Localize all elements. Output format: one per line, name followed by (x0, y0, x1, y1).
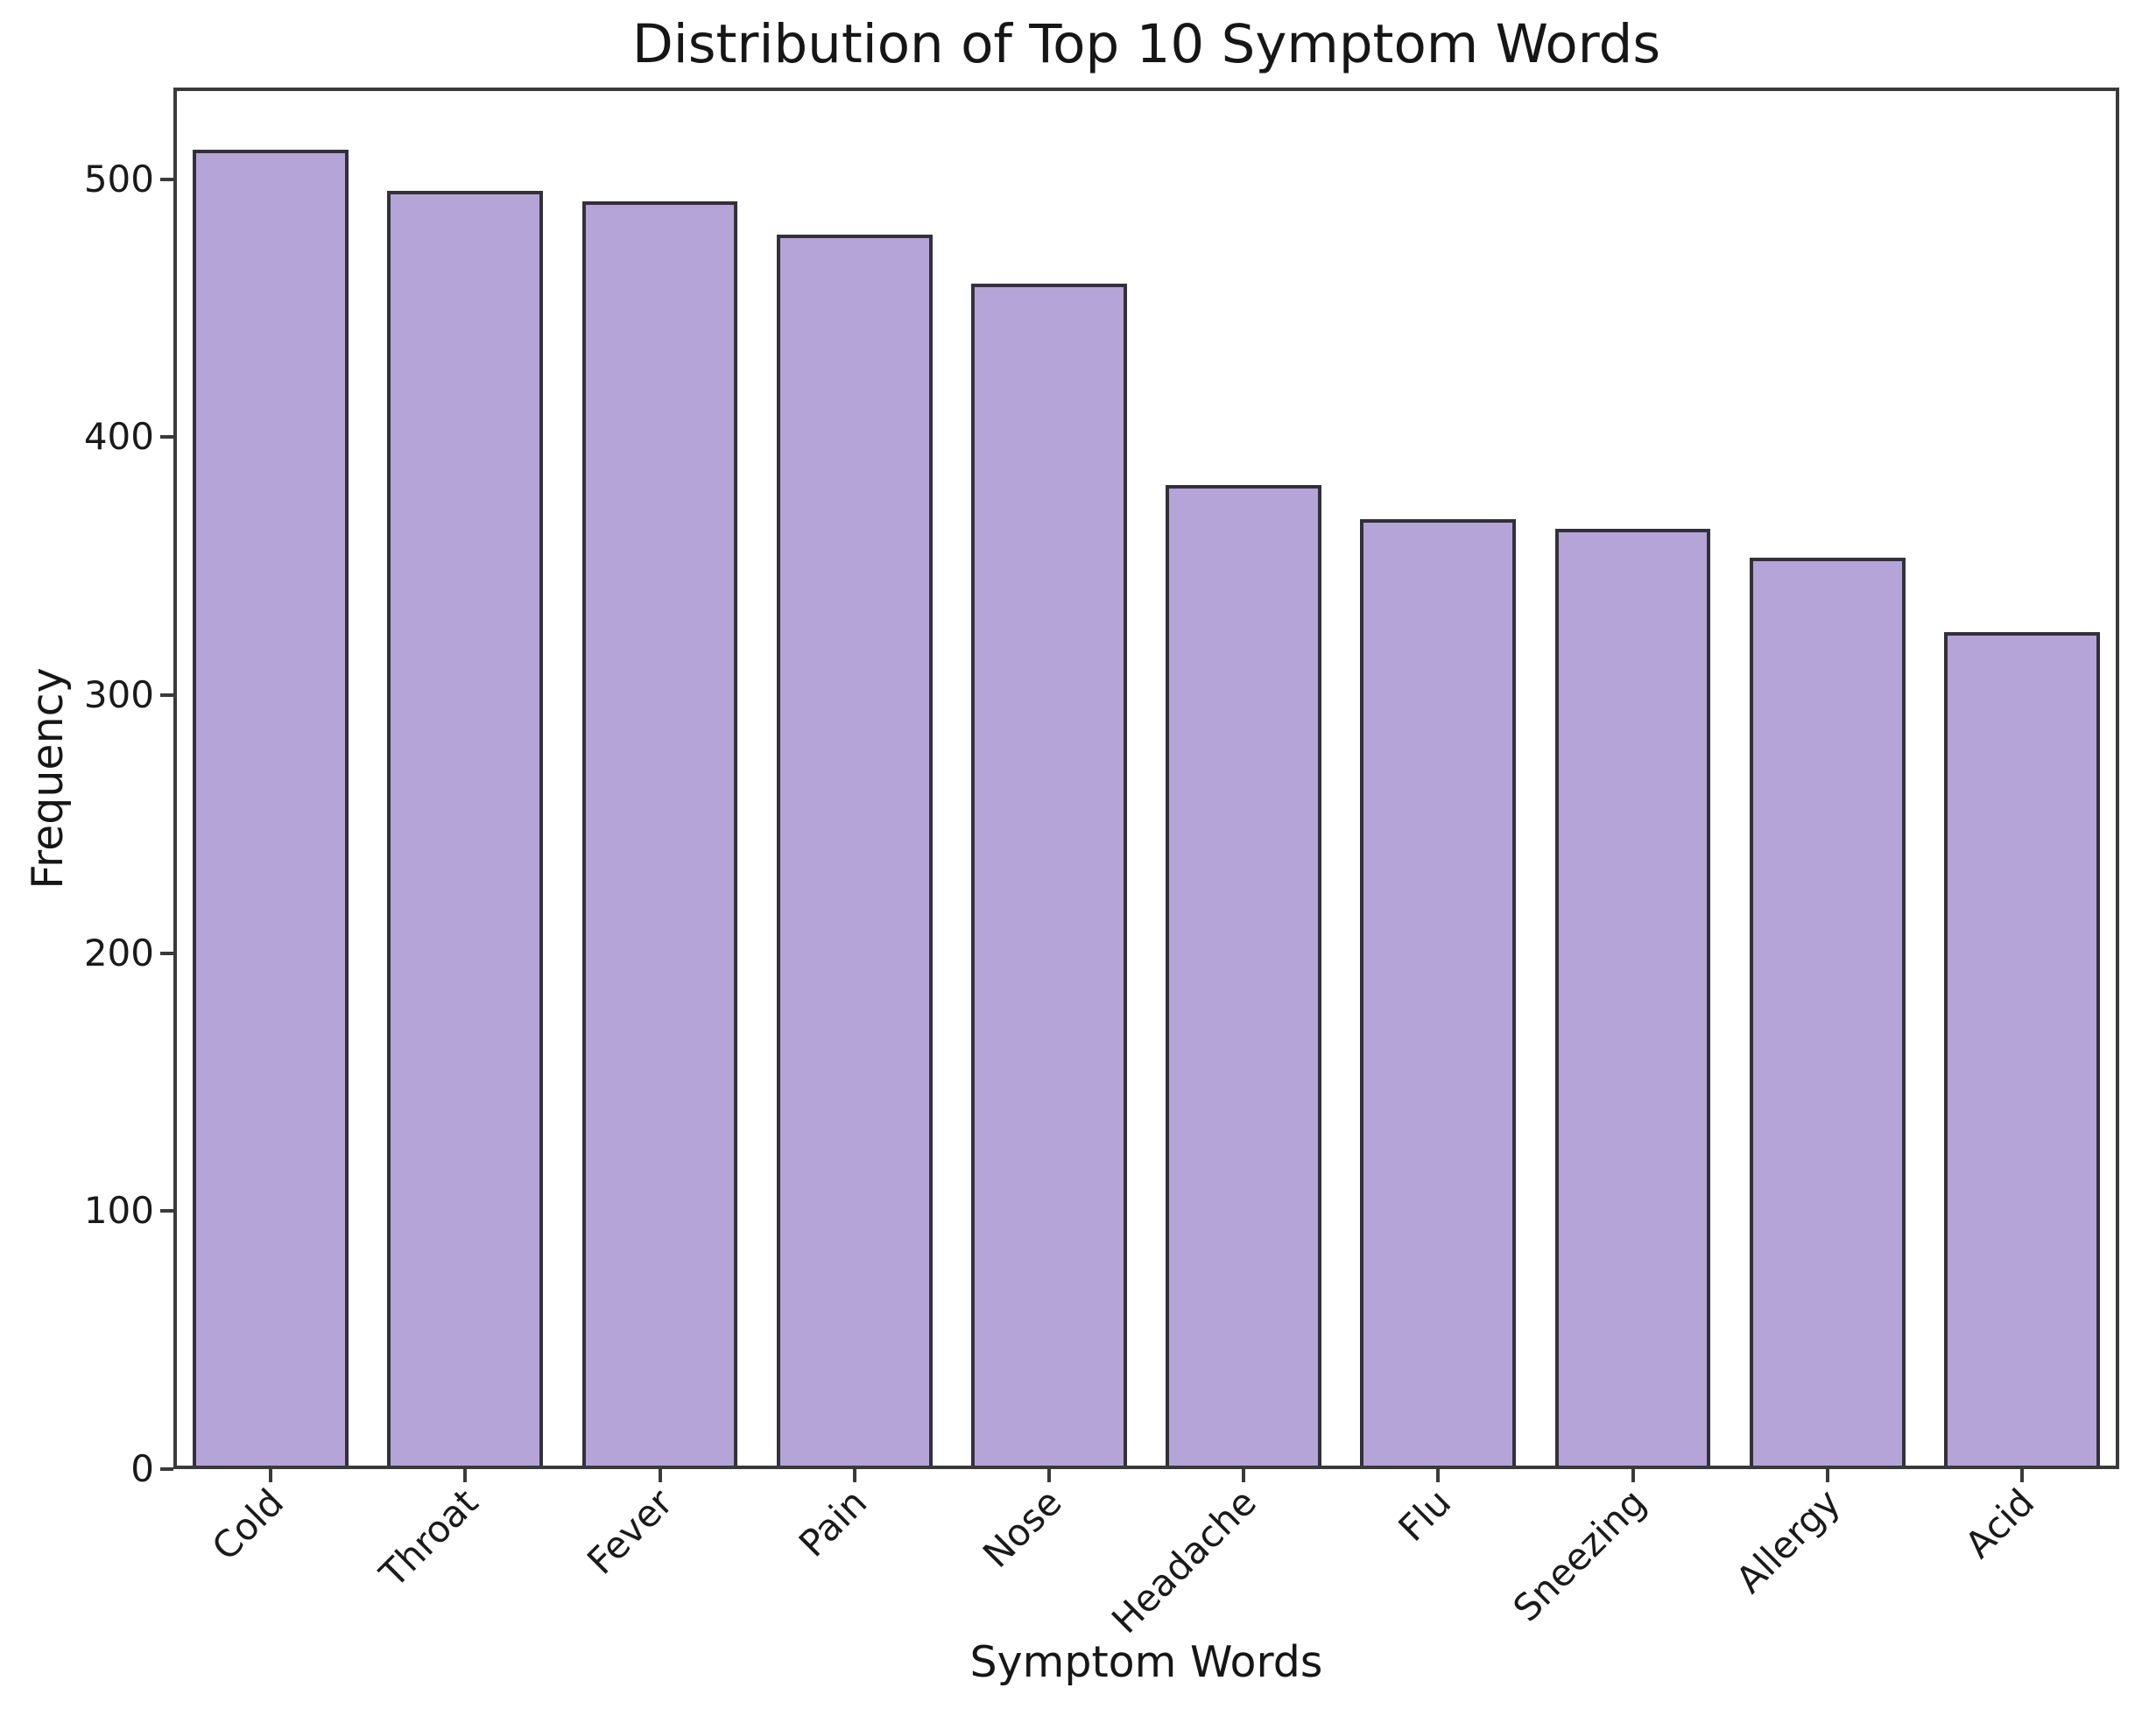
x-tick-mark (463, 1469, 468, 1482)
x-tick-mark (1631, 1469, 1635, 1482)
y-tick-label-100: 100 (83, 1189, 154, 1233)
x-tick-label-throat: Throat (370, 1480, 487, 1596)
x-tick-label-nose: Nose (974, 1480, 1070, 1576)
bar-nose (971, 284, 1127, 1466)
x-tick-mark (852, 1469, 856, 1482)
y-tick-label-0: 0 (130, 1447, 154, 1490)
y-tick-mark (160, 951, 173, 955)
x-tick-mark (2019, 1469, 2024, 1482)
x-tick-mark (1046, 1469, 1051, 1482)
bar-sneezing (1554, 529, 1711, 1466)
x-tick-label-acid: Acid (1956, 1480, 2043, 1567)
x-tick-label-fever: Fever (578, 1480, 681, 1583)
y-axis-label-text: Frequency (23, 667, 73, 890)
y-tick-mark (160, 177, 173, 181)
y-tick-mark (160, 1467, 173, 1471)
y-tick-label-400: 400 (83, 415, 154, 459)
y-tick-mark (160, 693, 173, 697)
y-tick-mark (160, 435, 173, 440)
bar-fever (581, 201, 738, 1466)
y-axis-label: Frequency (23, 557, 73, 889)
bar-flu (1360, 518, 1517, 1466)
bar-throat (387, 191, 544, 1466)
bar-acid (1944, 632, 2100, 1466)
y-tick-label-300: 300 (83, 672, 154, 716)
x-tick-label-pain: Pain (791, 1480, 876, 1565)
bar-cold (193, 150, 349, 1466)
bar-pain (776, 235, 933, 1466)
x-axis-label: Symptom Words (969, 1637, 1323, 1687)
x-tick-mark (1825, 1469, 1829, 1482)
x-tick-label-cold: Cold (203, 1480, 292, 1569)
x-tick-mark (1436, 1469, 1441, 1482)
bar-headache (1166, 485, 1321, 1466)
x-tick-mark (269, 1469, 273, 1482)
y-tick-label-200: 200 (83, 931, 154, 974)
y-tick-mark (160, 1209, 173, 1213)
x-tick-label-allergy: Allergy (1727, 1480, 1849, 1602)
x-tick-label-sneezing: Sneezing (1504, 1480, 1654, 1630)
x-tick-label-flu: Flu (1390, 1480, 1460, 1550)
plot-area (173, 88, 2119, 1469)
bar-allergy (1749, 557, 1906, 1466)
x-tick-mark (1242, 1469, 1246, 1482)
y-tick-label-500: 500 (83, 157, 154, 200)
chart-title: Distribution of Top 10 Symptom Words (631, 13, 1661, 75)
x-tick-label-headache: Headache (1103, 1480, 1265, 1642)
x-tick-mark (658, 1469, 662, 1482)
